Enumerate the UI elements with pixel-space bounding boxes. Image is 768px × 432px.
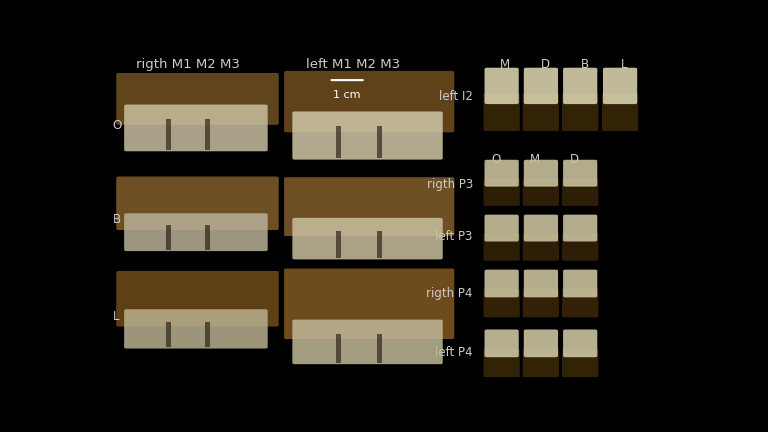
FancyBboxPatch shape [116,177,279,230]
FancyBboxPatch shape [563,68,598,104]
FancyBboxPatch shape [485,160,518,187]
FancyBboxPatch shape [284,177,455,236]
FancyBboxPatch shape [293,111,442,159]
FancyBboxPatch shape [293,320,442,364]
FancyBboxPatch shape [563,215,598,241]
Bar [377,231,382,258]
Text: B: B [581,58,589,71]
Bar [377,127,382,158]
FancyBboxPatch shape [602,93,638,131]
Text: rigth P3: rigth P3 [426,178,473,191]
FancyBboxPatch shape [603,68,637,104]
FancyBboxPatch shape [484,233,520,261]
FancyBboxPatch shape [484,349,520,377]
FancyBboxPatch shape [563,160,598,187]
Bar [336,334,341,363]
FancyBboxPatch shape [124,213,268,251]
Text: left P3: left P3 [435,230,473,243]
Text: B: B [113,213,121,226]
Text: rigth M1 M2 M3: rigth M1 M2 M3 [136,58,240,71]
Text: D: D [569,153,578,166]
FancyBboxPatch shape [524,160,558,187]
Bar [336,127,341,158]
Text: M: M [500,58,510,71]
FancyBboxPatch shape [284,269,455,339]
Bar [166,225,170,250]
Text: O: O [113,118,122,131]
Bar [205,321,210,347]
FancyBboxPatch shape [562,178,598,206]
Bar [205,119,210,150]
FancyBboxPatch shape [485,330,518,357]
FancyBboxPatch shape [563,330,598,357]
FancyBboxPatch shape [284,71,455,132]
Text: left I2: left I2 [439,90,473,103]
Text: O: O [492,153,501,166]
Bar [336,231,341,258]
FancyBboxPatch shape [563,270,598,297]
FancyBboxPatch shape [562,289,598,317]
FancyBboxPatch shape [485,68,518,104]
Text: L: L [621,58,627,71]
Text: 1 cm: 1 cm [333,90,361,100]
FancyBboxPatch shape [524,68,558,104]
Text: L: L [113,310,119,323]
FancyBboxPatch shape [124,105,268,151]
FancyBboxPatch shape [523,233,559,261]
FancyBboxPatch shape [523,178,559,206]
Text: M: M [530,153,540,166]
Text: left M1 M2 M3: left M1 M2 M3 [306,58,400,71]
FancyBboxPatch shape [523,349,559,377]
FancyBboxPatch shape [484,93,520,131]
FancyBboxPatch shape [562,93,598,131]
Bar [205,225,210,250]
FancyBboxPatch shape [562,349,598,377]
FancyBboxPatch shape [484,178,520,206]
Text: rigth P4: rigth P4 [426,286,473,299]
FancyBboxPatch shape [524,270,558,297]
Bar [166,321,170,347]
FancyBboxPatch shape [523,93,559,131]
FancyBboxPatch shape [116,271,279,327]
FancyBboxPatch shape [524,330,558,357]
FancyBboxPatch shape [523,289,559,317]
FancyBboxPatch shape [116,73,279,125]
FancyBboxPatch shape [562,233,598,261]
Text: left P4: left P4 [435,346,473,359]
FancyBboxPatch shape [485,270,518,297]
Bar [377,334,382,363]
FancyBboxPatch shape [124,309,268,349]
FancyBboxPatch shape [485,215,518,241]
Bar [166,119,170,150]
Text: D: D [541,58,550,71]
FancyBboxPatch shape [484,289,520,317]
FancyBboxPatch shape [524,215,558,241]
FancyBboxPatch shape [293,218,442,259]
